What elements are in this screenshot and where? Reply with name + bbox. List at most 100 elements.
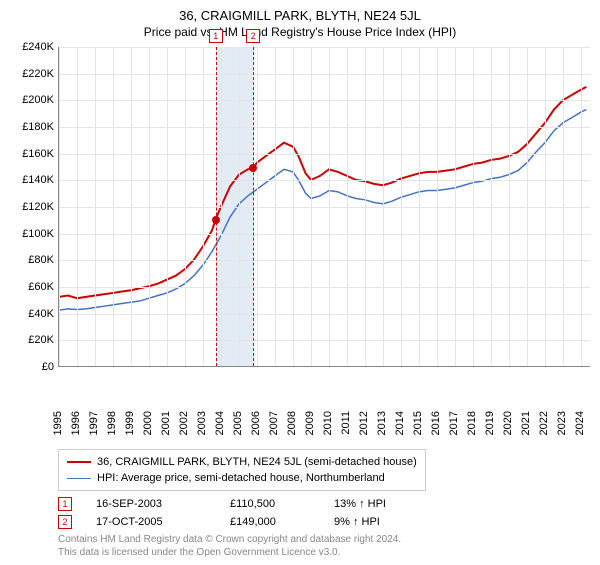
gridline-vertical bbox=[365, 47, 366, 366]
gridline-horizontal bbox=[59, 154, 590, 155]
gridline-horizontal bbox=[59, 287, 590, 288]
gridline-vertical bbox=[131, 47, 132, 366]
gridline-vertical bbox=[419, 47, 420, 366]
gridline-vertical bbox=[59, 47, 60, 366]
y-tick-label: £80K bbox=[28, 254, 54, 266]
x-tick-label: 1998 bbox=[106, 411, 118, 435]
x-tick-label: 2018 bbox=[466, 411, 478, 435]
gridline-vertical bbox=[473, 47, 474, 366]
gridline-horizontal bbox=[59, 340, 590, 341]
chart-subtitle: Price paid vs. HM Land Registry's House … bbox=[10, 25, 590, 39]
gridline-vertical bbox=[329, 47, 330, 366]
sales-table: 116-SEP-2003£110,50013% ↑ HPI217-OCT-200… bbox=[10, 497, 590, 529]
gridline-vertical bbox=[293, 47, 294, 366]
legend-label: HPI: Average price, semi-detached house,… bbox=[97, 470, 385, 486]
gridline-vertical bbox=[491, 47, 492, 366]
gridline-vertical bbox=[563, 47, 564, 366]
sale-date: 17-OCT-2005 bbox=[96, 516, 206, 528]
legend-swatch bbox=[67, 478, 91, 479]
sale-row-marker: 2 bbox=[58, 515, 72, 529]
gridline-vertical bbox=[239, 47, 240, 366]
gridline-vertical bbox=[221, 47, 222, 366]
y-tick-label: £160K bbox=[22, 148, 54, 160]
x-tick-label: 2006 bbox=[250, 411, 262, 435]
chart-container: 36, CRAIGMILL PARK, BLYTH, NE24 5JL Pric… bbox=[0, 0, 600, 565]
footer-line-2: This data is licensed under the Open Gov… bbox=[58, 546, 590, 559]
gridline-horizontal bbox=[59, 234, 590, 235]
legend-item: 36, CRAIGMILL PARK, BLYTH, NE24 5JL (sem… bbox=[67, 454, 417, 470]
gridline-vertical bbox=[437, 47, 438, 366]
x-tick-label: 2009 bbox=[304, 411, 316, 435]
gridline-vertical bbox=[527, 47, 528, 366]
y-tick-label: £20K bbox=[28, 334, 54, 346]
x-tick-label: 2001 bbox=[160, 411, 172, 435]
gridline-vertical bbox=[113, 47, 114, 366]
x-tick-label: 2004 bbox=[214, 411, 226, 435]
gridline-vertical bbox=[347, 47, 348, 366]
gridline-vertical bbox=[383, 47, 384, 366]
sale-price: £149,000 bbox=[230, 516, 310, 528]
gridline-vertical bbox=[167, 47, 168, 366]
sale-marker-box: 2 bbox=[246, 29, 260, 43]
y-tick-label: £180K bbox=[22, 121, 54, 133]
x-tick-label: 2011 bbox=[340, 411, 352, 435]
legend-item: HPI: Average price, semi-detached house,… bbox=[67, 470, 417, 486]
x-tick-label: 2012 bbox=[358, 411, 370, 435]
y-axis: £0£20K£40K£60K£80K£100K£120K£140K£160K£1… bbox=[10, 47, 58, 367]
gridline-vertical bbox=[509, 47, 510, 366]
series-hpi bbox=[59, 110, 586, 311]
gridline-vertical bbox=[257, 47, 258, 366]
gridline-vertical bbox=[185, 47, 186, 366]
x-tick-label: 2015 bbox=[412, 411, 424, 435]
y-tick-label: £220K bbox=[22, 68, 54, 80]
gridline-vertical bbox=[311, 47, 312, 366]
gridline-horizontal bbox=[59, 180, 590, 181]
y-tick-label: £120K bbox=[22, 201, 54, 213]
gridline-vertical bbox=[401, 47, 402, 366]
plot-region: 12 bbox=[58, 47, 590, 367]
sale-marker-dot bbox=[249, 164, 257, 172]
x-tick-label: 2007 bbox=[268, 411, 280, 435]
x-tick-label: 1997 bbox=[88, 411, 100, 435]
gridline-vertical bbox=[455, 47, 456, 366]
sale-marker-line bbox=[216, 47, 217, 366]
x-tick-label: 2023 bbox=[556, 411, 568, 435]
x-tick-label: 2005 bbox=[232, 411, 244, 435]
gridline-horizontal bbox=[59, 314, 590, 315]
y-tick-label: £200K bbox=[22, 94, 54, 106]
x-tick-label: 2019 bbox=[484, 411, 496, 435]
gridline-horizontal bbox=[59, 260, 590, 261]
gridline-vertical bbox=[95, 47, 96, 366]
x-tick-label: 2016 bbox=[430, 411, 442, 435]
chart-area: £0 £20K £40K £60K £80K £100K £120K £140K £160K £1… bbox=[10, 47, 590, 407]
sale-row-marker: 1 bbox=[58, 497, 72, 511]
gridline-horizontal bbox=[59, 100, 590, 101]
x-tick-label: 2002 bbox=[178, 411, 190, 435]
x-tick-label: 2014 bbox=[394, 411, 406, 435]
gridline-vertical bbox=[77, 47, 78, 366]
x-axis: 1995199619971998199920002001200220032004… bbox=[58, 407, 590, 447]
sale-marker-box: 1 bbox=[209, 29, 223, 43]
gridline-horizontal bbox=[59, 127, 590, 128]
legend: 36, CRAIGMILL PARK, BLYTH, NE24 5JL (sem… bbox=[58, 449, 426, 491]
x-tick-label: 2003 bbox=[196, 411, 208, 435]
sale-row: 116-SEP-2003£110,50013% ↑ HPI bbox=[58, 497, 590, 511]
sale-marker-line bbox=[253, 47, 254, 366]
y-tick-label: £40K bbox=[28, 308, 54, 320]
x-tick-label: 2017 bbox=[448, 411, 460, 435]
y-tick-label: £140K bbox=[22, 174, 54, 186]
x-tick-label: 2008 bbox=[286, 411, 298, 435]
y-tick-label: £0 bbox=[42, 361, 54, 373]
chart-title: 36, CRAIGMILL PARK, BLYTH, NE24 5JL bbox=[10, 8, 590, 23]
x-tick-label: 2022 bbox=[538, 411, 550, 435]
x-tick-label: 2010 bbox=[322, 411, 334, 435]
gridline-horizontal bbox=[59, 47, 590, 48]
x-tick-label: 2000 bbox=[142, 411, 154, 435]
series-property bbox=[59, 87, 586, 298]
x-tick-label: 2020 bbox=[502, 411, 514, 435]
y-tick-label: £60K bbox=[28, 281, 54, 293]
y-tick-label: £100K bbox=[22, 228, 54, 240]
x-tick-label: 2024 bbox=[574, 411, 586, 435]
sale-marker-dot bbox=[212, 216, 220, 224]
sale-date: 16-SEP-2003 bbox=[96, 498, 206, 510]
